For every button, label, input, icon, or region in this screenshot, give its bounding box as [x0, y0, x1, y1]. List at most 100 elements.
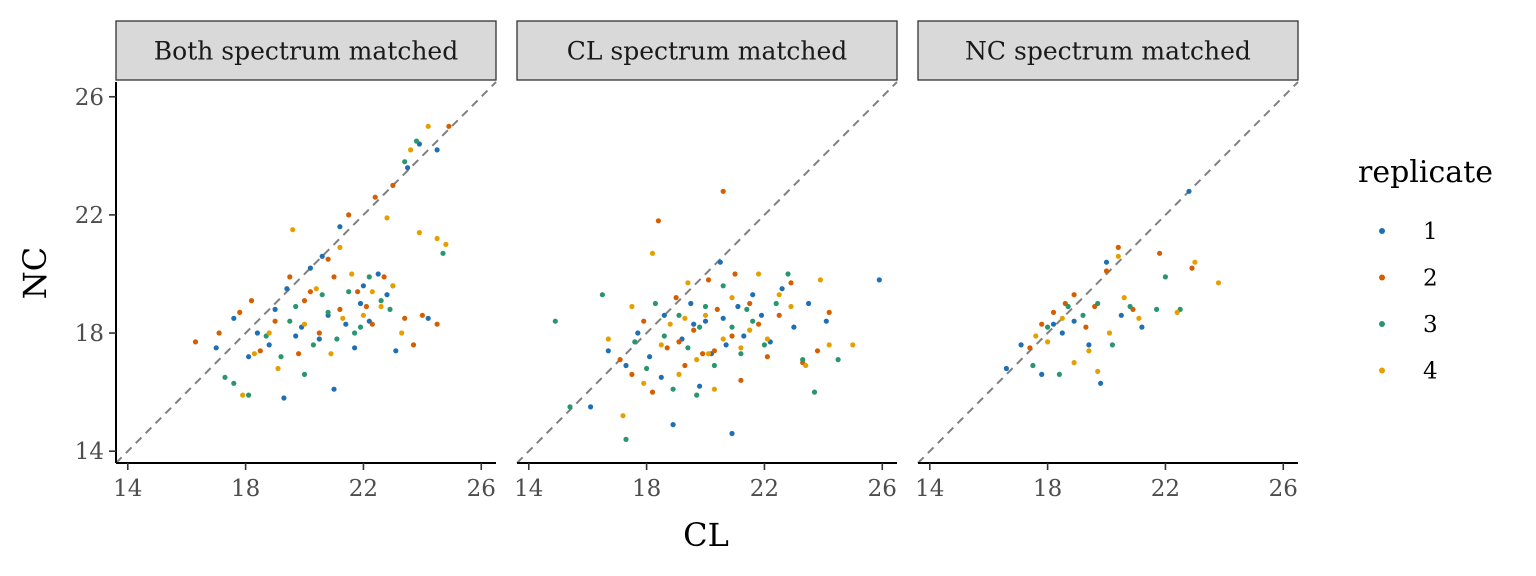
legend-entry: 4 [1379, 359, 1438, 385]
data-point [352, 330, 358, 336]
data-point [1098, 380, 1104, 386]
data-point [307, 265, 313, 271]
data-point [443, 241, 449, 247]
data-point [641, 380, 647, 386]
data-point [1106, 330, 1113, 336]
data-point [410, 342, 417, 348]
data-point [738, 377, 744, 383]
data-point [711, 348, 718, 354]
data-point [331, 386, 337, 392]
x-tick-label: 18 [1033, 476, 1062, 502]
data-point [817, 277, 824, 283]
data-point [738, 345, 744, 351]
data-point [776, 292, 782, 298]
data-point [1039, 371, 1045, 377]
series-replicate-4 [605, 250, 856, 419]
legend-entry: 2 [1379, 266, 1438, 292]
data-point [434, 321, 440, 327]
data-point [287, 318, 293, 324]
data-point [281, 395, 287, 401]
data-point [756, 271, 762, 277]
data-point [343, 321, 349, 327]
data-point [649, 250, 656, 256]
x-tick-label: 18 [632, 476, 661, 502]
data-point [1056, 371, 1062, 377]
panel-2: CL spectrum matched 14 18 22 26 [514, 20, 898, 502]
data-point [378, 298, 384, 304]
data-point [691, 321, 697, 327]
legend-entry: 3 [1379, 312, 1438, 338]
data-point [337, 244, 343, 250]
data-point [293, 333, 299, 339]
series-replicate-2 [617, 188, 832, 395]
x-tick-label: 26 [467, 476, 496, 502]
data-point [649, 389, 656, 395]
data-point [390, 283, 396, 289]
legend-label: 3 [1423, 312, 1438, 338]
data-point [272, 318, 278, 324]
data-point [1109, 342, 1115, 348]
data-point [284, 286, 290, 292]
data-point [697, 324, 703, 330]
data-point [811, 389, 818, 395]
data-point [623, 436, 629, 442]
data-point [384, 215, 390, 221]
data-point [702, 303, 709, 310]
data-point [779, 286, 785, 292]
data-point [552, 318, 558, 324]
data-point [1027, 345, 1033, 351]
data-point [387, 306, 393, 312]
data-point [714, 306, 720, 312]
data-point [629, 371, 635, 377]
data-point [1189, 265, 1195, 271]
data-point [434, 235, 440, 242]
data-point [1192, 259, 1198, 265]
x-tick-label: 26 [868, 476, 897, 502]
data-point [446, 123, 452, 129]
data-point [1127, 303, 1133, 310]
y-tick-label: 18 [75, 321, 104, 347]
x-tick-label: 22 [1151, 476, 1180, 502]
data-point [1018, 342, 1024, 348]
data-point [835, 357, 841, 363]
data-point [744, 306, 750, 312]
data-point [222, 374, 228, 380]
x-tick-label: 26 [1269, 476, 1298, 502]
data-point [664, 345, 670, 351]
data-point [688, 300, 694, 307]
data-point [213, 345, 219, 351]
data-point [814, 348, 821, 354]
data-point [360, 283, 366, 289]
data-point [408, 147, 414, 153]
data-point [425, 123, 431, 129]
data-point [1059, 315, 1065, 321]
data-point [1115, 244, 1121, 250]
data-point [384, 292, 390, 298]
panel-3: NC spectrum matched 14 18 22 26 [915, 20, 1299, 502]
series-replicate-1 [1003, 188, 1192, 386]
data-point [1103, 268, 1110, 274]
data-point [307, 289, 313, 295]
x-axis-title: CL [683, 516, 729, 554]
data-point [248, 298, 255, 304]
data-point [723, 342, 729, 348]
data-point [316, 336, 322, 342]
data-point [676, 312, 682, 318]
legend-entry: 1 [1379, 219, 1438, 245]
data-point [357, 300, 364, 307]
data-point [1157, 250, 1163, 256]
data-point [720, 336, 726, 342]
data-point [658, 374, 664, 380]
data-point [334, 336, 340, 342]
data-point [319, 292, 325, 298]
data-point [702, 318, 709, 324]
series-replicate-1 [588, 259, 882, 437]
facet-strip [917, 20, 1299, 81]
data-point [697, 383, 703, 389]
data-point [1003, 365, 1010, 372]
data-point [682, 362, 688, 369]
data-point [823, 318, 829, 324]
data-point [301, 298, 308, 304]
data-point [729, 333, 735, 339]
